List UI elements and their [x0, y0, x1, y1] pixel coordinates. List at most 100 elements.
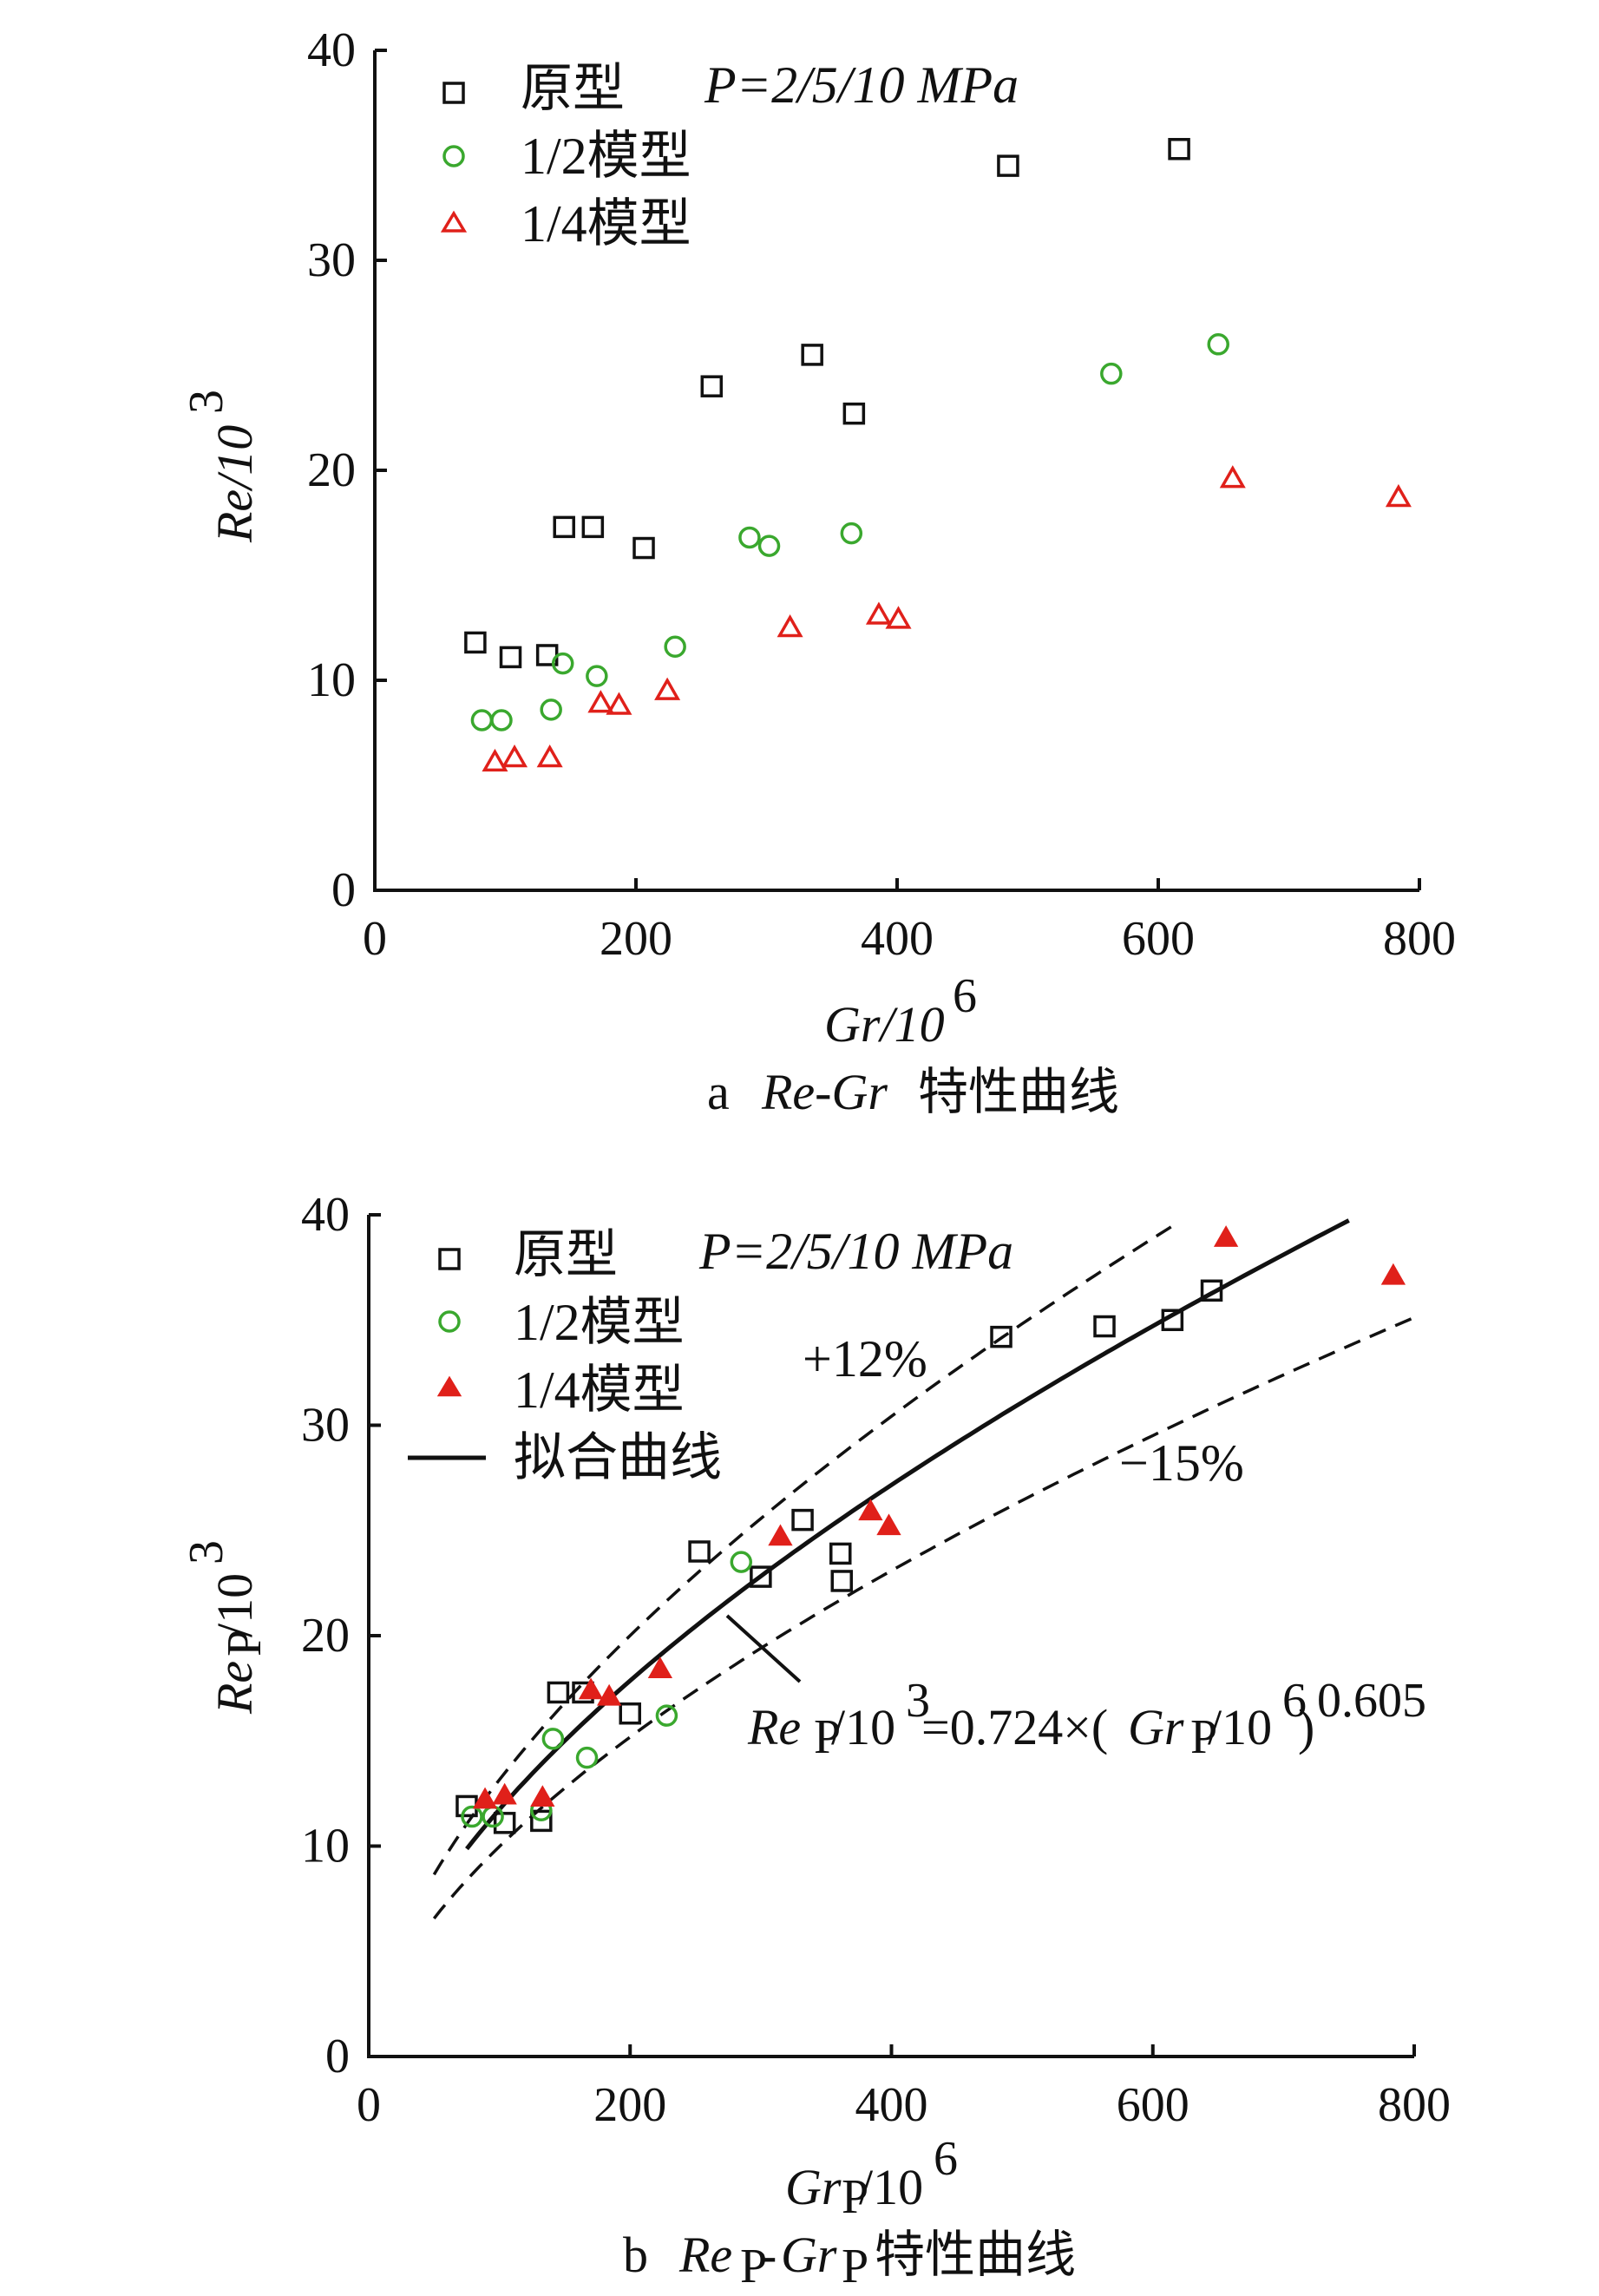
- eq-f: ): [1298, 1699, 1314, 1755]
- panel-a-xlabel: Gr/10 6: [824, 969, 977, 1053]
- legend-b-series-1: 原型: [514, 1226, 618, 1283]
- panel-b-ylabel: Re P /10 3: [180, 1540, 272, 1715]
- eq-e-exp: 6: [1282, 1674, 1307, 1728]
- a-point-s0-1: [499, 646, 522, 669]
- panel-a-series: [464, 137, 1412, 772]
- panel-b-xlabel-sub: P: [842, 2170, 868, 2224]
- a-point-s1-7: [757, 535, 781, 557]
- b-point-s0-12: [1093, 1315, 1116, 1338]
- b-point-s2-3: [578, 1677, 604, 1700]
- b-point-s0-6: [688, 1540, 711, 1563]
- b-point-s0-3: [547, 1681, 570, 1704]
- b-ytick-label-3: 30: [301, 1399, 350, 1453]
- b-point-s2-6: [768, 1524, 793, 1546]
- a-xtick-label-4: 800: [1383, 912, 1456, 966]
- b-xtick-label-2: 400: [855, 2078, 928, 2132]
- panel-b-ylabel-sub: P: [218, 1630, 272, 1656]
- eq-b: /10: [831, 1699, 895, 1755]
- panel-b-caption-dash: -: [760, 2227, 777, 2283]
- panel-b-caption-prefix: b: [623, 2227, 648, 2283]
- a-point-s0-5: [632, 536, 655, 560]
- a-ytick-label-1: 10: [307, 653, 356, 707]
- panel-a-legend: 原型 P=2/5/10 MPa 1/2模型 1/4模型: [440, 56, 1019, 253]
- eq-d: Gr: [1128, 1699, 1184, 1755]
- eq-c: =0.724×(: [921, 1699, 1108, 1755]
- panel-b-caption-sub-2: P: [842, 2240, 868, 2293]
- b-point-s2-7: [858, 1499, 883, 1521]
- panel-a-ylabel-text: Re/10: [206, 425, 263, 543]
- b-point-s1-6: [730, 1551, 753, 1573]
- b-point-s0-11: [990, 1325, 1012, 1348]
- a-point-s1-8: [840, 522, 863, 545]
- panel-a-ticks: 0 200 400 600 800 0 10 20 30 40: [307, 23, 1456, 966]
- legend-a-circle-marker: [442, 145, 465, 167]
- a-point-s1-4: [586, 665, 608, 687]
- band-lower-curve: [432, 1315, 1415, 1919]
- panel-b-ylabel-exp: 3: [180, 1540, 233, 1565]
- a-point-s0-0: [464, 631, 487, 654]
- a-point-s2-0: [482, 748, 508, 772]
- panel-b-caption-suffix: 特性曲线: [875, 2227, 1076, 2283]
- a-point-s0-6: [700, 375, 724, 397]
- panel-b-caption-sub-1: P: [740, 2240, 767, 2293]
- panel-b-caption: b Re P - Gr P 特性曲线: [623, 2227, 1076, 2293]
- eq-f-exp: 0.605: [1317, 1674, 1426, 1728]
- legend-b-circle-marker: [438, 1310, 461, 1333]
- a-ytick-label-2: 20: [307, 443, 356, 497]
- b-xtick-label-1: 200: [593, 2078, 666, 2132]
- legend-a-note: P=2/5/10 MPa: [704, 56, 1019, 114]
- eq-e: /10: [1208, 1699, 1272, 1755]
- eq-a-sub: P: [814, 1710, 841, 1764]
- b-point-s1-3: [541, 1728, 565, 1750]
- panel-a-caption-prefix: a: [707, 1064, 730, 1120]
- a-point-s0-4: [581, 515, 605, 539]
- eq-a: Re: [747, 1699, 801, 1755]
- panel-b-xlabel-text: Gr: [785, 2159, 842, 2215]
- a-point-s1-6: [738, 526, 761, 549]
- eq-b-exp: 3: [906, 1674, 930, 1728]
- b-point-s0-1: [493, 1812, 516, 1834]
- b-point-s2-10: [1380, 1263, 1406, 1285]
- legend-a-series-3: 1/4模型: [521, 195, 691, 253]
- b-ytick-label-2: 20: [301, 1609, 350, 1663]
- b-point-s2-5: [647, 1656, 673, 1679]
- legend-b-square-marker: [438, 1248, 461, 1270]
- fit-equation: Re P /10 3 =0.724×( Gr P /10 6 ) 0.605: [747, 1674, 1426, 1764]
- a-point-s1-10: [1207, 333, 1229, 356]
- a-point-s1-2: [540, 699, 562, 721]
- b-point-s0-9: [829, 1542, 852, 1565]
- a-point-s2-7: [865, 601, 892, 625]
- legend-a-series-2: 1/2模型: [521, 128, 691, 185]
- equation-pointer: [725, 1614, 802, 1683]
- a-point-s2-9: [1219, 465, 1246, 489]
- b-ytick-label-0: 0: [325, 2030, 350, 2083]
- a-point-s0-8: [842, 402, 866, 425]
- panel-a-xlabel-text: Gr/10: [824, 996, 945, 1053]
- b-point-s0-5: [619, 1702, 641, 1725]
- panel-a: 0 200 400 600 800 0 10 20 30 40 原型 P=2/5/10 MPa 1…: [180, 23, 1456, 1120]
- panel-b-xlabel-rest: /10: [859, 2159, 923, 2215]
- a-point-s1-1: [490, 709, 513, 731]
- b-point-s2-4: [596, 1683, 622, 1706]
- panel-b-caption-title-1: Re: [678, 2227, 732, 2283]
- b-xtick-label-4: 800: [1378, 2078, 1451, 2132]
- a-point-s0-9: [997, 154, 1019, 177]
- a-point-s0-7: [801, 344, 823, 366]
- a-xtick-label-0: 0: [363, 912, 387, 966]
- a-point-s2-5: [654, 677, 681, 700]
- a-point-s1-5: [664, 635, 686, 659]
- panel-b-legend: 原型 P=2/5/10 MPa 1/2模型 1/4模型 拟合曲线: [408, 1223, 1013, 1486]
- a-point-s2-3: [587, 690, 614, 713]
- a-point-s1-3: [551, 652, 574, 675]
- a-ytick-label-4: 40: [307, 23, 356, 77]
- panel-a-ylabel: Re/10 3: [180, 390, 263, 543]
- a-point-s1-9: [1100, 362, 1123, 385]
- legend-b-series-2: 1/2模型: [514, 1294, 685, 1351]
- a-xtick-label-1: 200: [600, 912, 672, 966]
- a-point-s2-8: [885, 606, 912, 629]
- panel-a-xlabel-exp: 6: [953, 969, 977, 1023]
- b-point-s1-5: [655, 1704, 678, 1727]
- b-xtick-label-0: 0: [357, 2078, 381, 2132]
- b-ytick-label-4: 40: [301, 1188, 350, 1242]
- legend-b-note: P=2/5/10 MPa: [698, 1223, 1013, 1280]
